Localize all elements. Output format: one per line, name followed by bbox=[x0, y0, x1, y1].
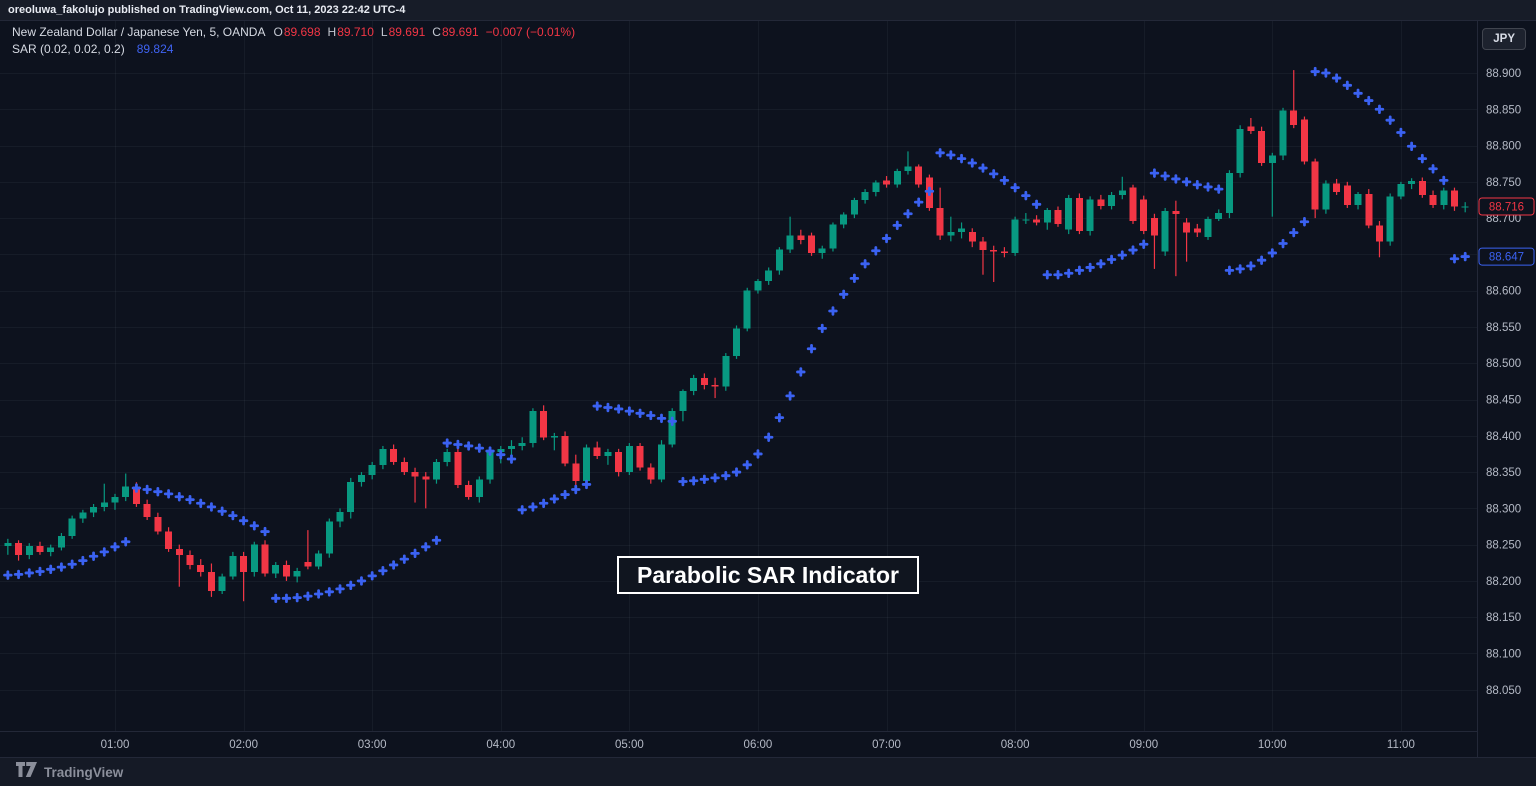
svg-text:88.900: 88.900 bbox=[1486, 68, 1521, 80]
legend-text: 89.710 bbox=[337, 25, 374, 39]
svg-text:07:00: 07:00 bbox=[872, 739, 901, 751]
svg-text:88.050: 88.050 bbox=[1486, 685, 1521, 697]
grid-lines bbox=[0, 20, 1477, 731]
svg-text:01:00: 01:00 bbox=[101, 739, 130, 751]
svg-text:88.350: 88.350 bbox=[1486, 467, 1521, 479]
tradingview-brand-link[interactable]: TradingView bbox=[44, 764, 124, 780]
legend-text: New Zealand Dollar / Japanese Yen, 5, OA… bbox=[12, 25, 266, 39]
svg-text:88.700: 88.700 bbox=[1486, 213, 1521, 225]
svg-text:88.850: 88.850 bbox=[1486, 104, 1521, 116]
svg-text:04:00: 04:00 bbox=[486, 739, 515, 751]
svg-text:08:00: 08:00 bbox=[1001, 739, 1030, 751]
sar-indicator-legend[interactable]: SAR (0.02, 0.02, 0.2) 89.824 bbox=[12, 41, 582, 58]
footer-bar: TradingView bbox=[0, 757, 1536, 786]
publish-info-bar: oreoluwa_fakolujo published on TradingVi… bbox=[0, 0, 1536, 20]
legend-text: SAR (0.02, 0.02, 0.2) bbox=[12, 42, 125, 56]
currency-unit-button[interactable]: JPY bbox=[1482, 28, 1526, 50]
svg-text:88.500: 88.500 bbox=[1486, 358, 1521, 370]
candlestick-series bbox=[4, 70, 1469, 602]
svg-text:03:00: 03:00 bbox=[358, 739, 387, 751]
svg-text:02:00: 02:00 bbox=[229, 739, 258, 751]
svg-text:05:00: 05:00 bbox=[615, 739, 644, 751]
svg-text:88.400: 88.400 bbox=[1486, 431, 1521, 443]
svg-text:88.750: 88.750 bbox=[1486, 177, 1521, 189]
legend-text: 89.691 bbox=[388, 25, 426, 39]
svg-text:88.200: 88.200 bbox=[1486, 576, 1521, 588]
annotation-label: Parabolic SAR Indicator bbox=[617, 556, 919, 594]
legend-text: 89.824 bbox=[136, 42, 174, 56]
legend-text: H bbox=[327, 25, 337, 39]
svg-text:88.100: 88.100 bbox=[1486, 648, 1521, 660]
legend-text: 89.691 bbox=[441, 25, 479, 39]
time-scale[interactable]: 01:00 02:00 03:00 04:00 05:00 06:00 07:00 08:00… bbox=[101, 739, 1415, 751]
legend-text: C bbox=[432, 25, 441, 39]
legend-text: L bbox=[380, 25, 388, 39]
svg-text:11:00: 11:00 bbox=[1387, 739, 1415, 751]
svg-text:09:00: 09:00 bbox=[1129, 739, 1158, 751]
legend-text: O bbox=[273, 25, 283, 39]
svg-text:06:00: 06:00 bbox=[744, 739, 773, 751]
svg-text:88.647: 88.647 bbox=[1489, 252, 1524, 264]
sar-price-tag: 88.647 bbox=[1478, 247, 1535, 266]
legend-text: 89.698 bbox=[283, 25, 321, 39]
chart-legend: New Zealand Dollar / Japanese Yen, 5, OA… bbox=[12, 24, 582, 58]
svg-text:88.300: 88.300 bbox=[1486, 503, 1521, 515]
svg-text:88.800: 88.800 bbox=[1486, 141, 1521, 153]
axis-separators bbox=[0, 20, 1536, 757]
publish-info-text: oreoluwa_fakolujo published on TradingVi… bbox=[8, 4, 406, 16]
tradingview-logo-icon[interactable] bbox=[16, 762, 37, 782]
last-price-tag: 88.716 bbox=[1478, 197, 1535, 216]
price-scale[interactable]: 88.900 88.850 88.800 88.750 88.700 88.600 88.5… bbox=[1486, 68, 1521, 697]
svg-text:88.716: 88.716 bbox=[1489, 202, 1524, 214]
svg-text:10:00: 10:00 bbox=[1258, 739, 1287, 751]
svg-text:88.150: 88.150 bbox=[1486, 612, 1521, 624]
svg-text:88.450: 88.450 bbox=[1486, 395, 1521, 407]
svg-text:88.550: 88.550 bbox=[1486, 322, 1521, 334]
svg-text:88.600: 88.600 bbox=[1486, 286, 1521, 298]
svg-text:88.250: 88.250 bbox=[1486, 540, 1521, 552]
legend-text: −0.007 (−0.01%) bbox=[485, 25, 576, 39]
symbol-legend[interactable]: New Zealand Dollar / Japanese Yen, 5, OA… bbox=[12, 24, 582, 41]
parabolic-sar-series bbox=[3, 66, 1470, 604]
